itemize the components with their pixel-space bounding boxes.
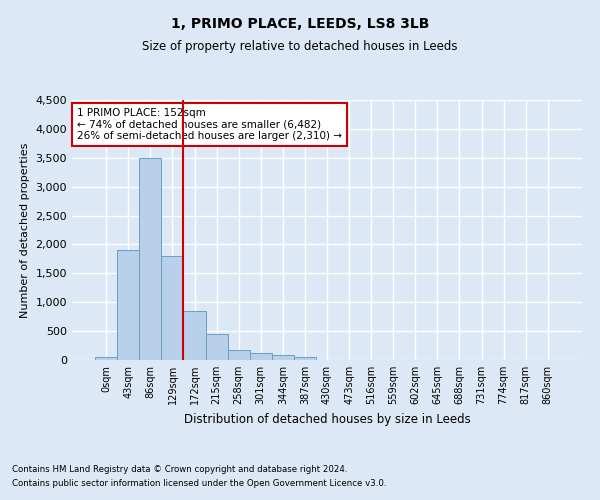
Bar — [117, 250, 139, 360]
Bar — [184, 311, 206, 360]
Bar — [250, 353, 272, 360]
Bar — [139, 158, 161, 360]
Text: 1, PRIMO PLACE, LEEDS, LS8 3LB: 1, PRIMO PLACE, LEEDS, LS8 3LB — [171, 18, 429, 32]
Bar — [161, 256, 184, 360]
Bar — [95, 357, 117, 360]
Text: Contains public sector information licensed under the Open Government Licence v3: Contains public sector information licen… — [12, 479, 386, 488]
Text: Contains HM Land Registry data © Crown copyright and database right 2024.: Contains HM Land Registry data © Crown c… — [12, 466, 347, 474]
Bar — [227, 350, 250, 360]
X-axis label: Distribution of detached houses by size in Leeds: Distribution of detached houses by size … — [184, 412, 470, 426]
Text: 1 PRIMO PLACE: 152sqm
← 74% of detached houses are smaller (6,482)
26% of semi-d: 1 PRIMO PLACE: 152sqm ← 74% of detached … — [77, 108, 342, 141]
Text: Size of property relative to detached houses in Leeds: Size of property relative to detached ho… — [142, 40, 458, 53]
Bar — [206, 334, 227, 360]
Y-axis label: Number of detached properties: Number of detached properties — [20, 142, 30, 318]
Bar — [294, 356, 316, 360]
Bar — [272, 356, 294, 360]
